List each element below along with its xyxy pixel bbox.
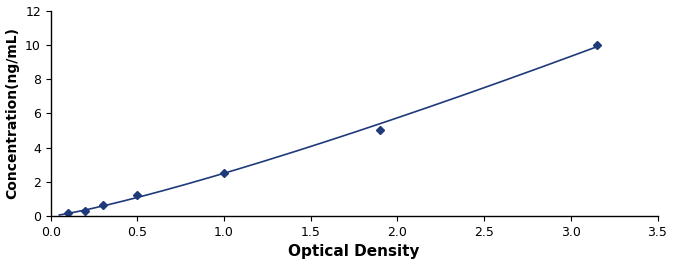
X-axis label: Optical Density: Optical Density bbox=[288, 244, 420, 259]
Y-axis label: Concentration(ng/mL): Concentration(ng/mL) bbox=[5, 27, 20, 199]
